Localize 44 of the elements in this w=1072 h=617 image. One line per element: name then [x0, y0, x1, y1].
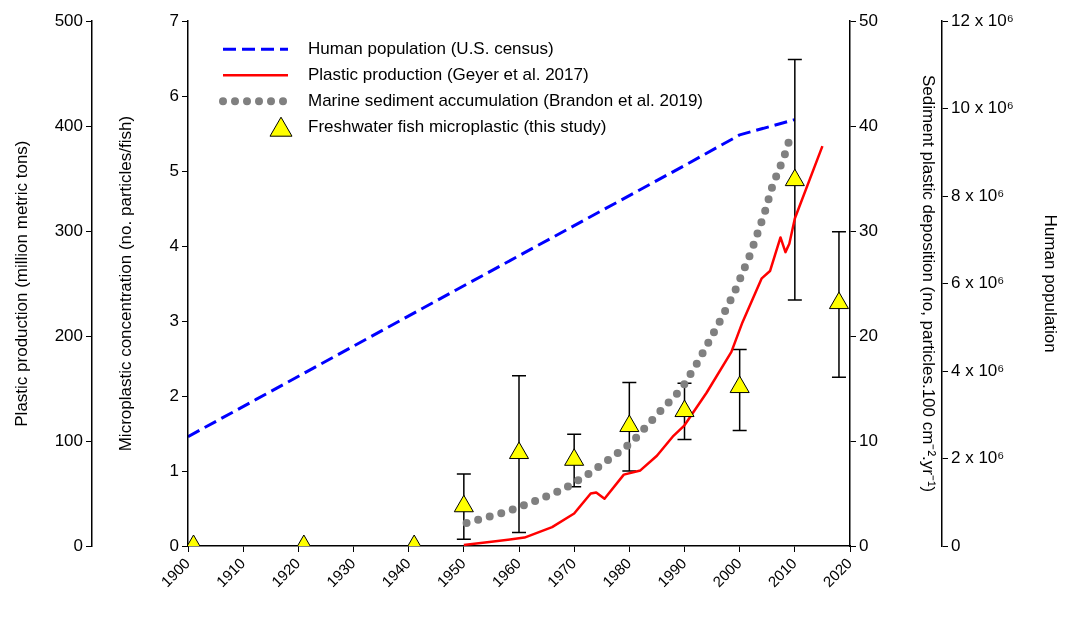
y2-tick-label: 5 [169, 160, 179, 180]
y3-axis-title: Sediment plastic deposition (no, particles.100 cm⁻².yr⁻¹) [919, 74, 939, 493]
y-tick-label: 400 [54, 115, 83, 135]
point [508, 441, 530, 460]
y-tick-label: 300 [54, 220, 83, 240]
y-tick-label: 4 x 10⁶ [951, 360, 1005, 380]
point [619, 414, 640, 433]
y3-tick-label: 10 [859, 430, 878, 450]
y2-tick-label: 7 [169, 10, 179, 30]
y-tick-label: 6 x 10⁶ [951, 273, 1005, 293]
y2-axis-title: Microplastic concentration (no. particles/fish) [115, 115, 135, 452]
legend-label: Freshwater fish microplastic (this study) [308, 116, 607, 136]
y-axis-title: Human population [1041, 214, 1061, 353]
line-series [188, 118, 797, 439]
y3-tick-label: 30 [859, 220, 878, 240]
legend-label: Human population (U.S. census) [308, 38, 554, 58]
point [674, 399, 695, 418]
y-tick-label: 0 [73, 535, 83, 555]
legend-label: Plastic production (Geyer et al. 2017) [308, 64, 589, 84]
y-axis-title: Plastic production (million metric tons) [11, 140, 31, 427]
y3-tick-label: 20 [859, 325, 878, 345]
y-tick-label: 500 [54, 10, 83, 30]
y2-tick-label: 0 [169, 535, 179, 555]
point [828, 291, 849, 310]
legend-label: Marine sediment accumulation (Brandon et al. 2019) [308, 90, 703, 110]
y-tick-label: 0 [951, 535, 961, 555]
y2-tick-label: 6 [169, 85, 179, 105]
point [453, 494, 474, 513]
y-tick-label: 2 x 10⁶ [951, 448, 1005, 468]
point [729, 375, 750, 394]
y-tick-label: 100 [54, 430, 83, 450]
y-tick-label: 12 x 10⁶ [951, 10, 1014, 30]
y-tick-label: 10 x 10⁶ [951, 98, 1014, 118]
y2-tick-label: 3 [169, 310, 179, 330]
y2-tick-label: 4 [169, 235, 179, 255]
y3-tick-label: 40 [859, 115, 878, 135]
y2-tick-label: 1 [169, 460, 179, 480]
y-tick-label: 8 x 10⁶ [951, 185, 1005, 205]
y-tick-label: 200 [54, 325, 83, 345]
point [564, 448, 585, 466]
y3-tick-label: 50 [859, 10, 878, 30]
y2-tick-label: 2 [169, 385, 179, 405]
y3-tick-label: 0 [859, 535, 869, 555]
point [784, 168, 805, 187]
